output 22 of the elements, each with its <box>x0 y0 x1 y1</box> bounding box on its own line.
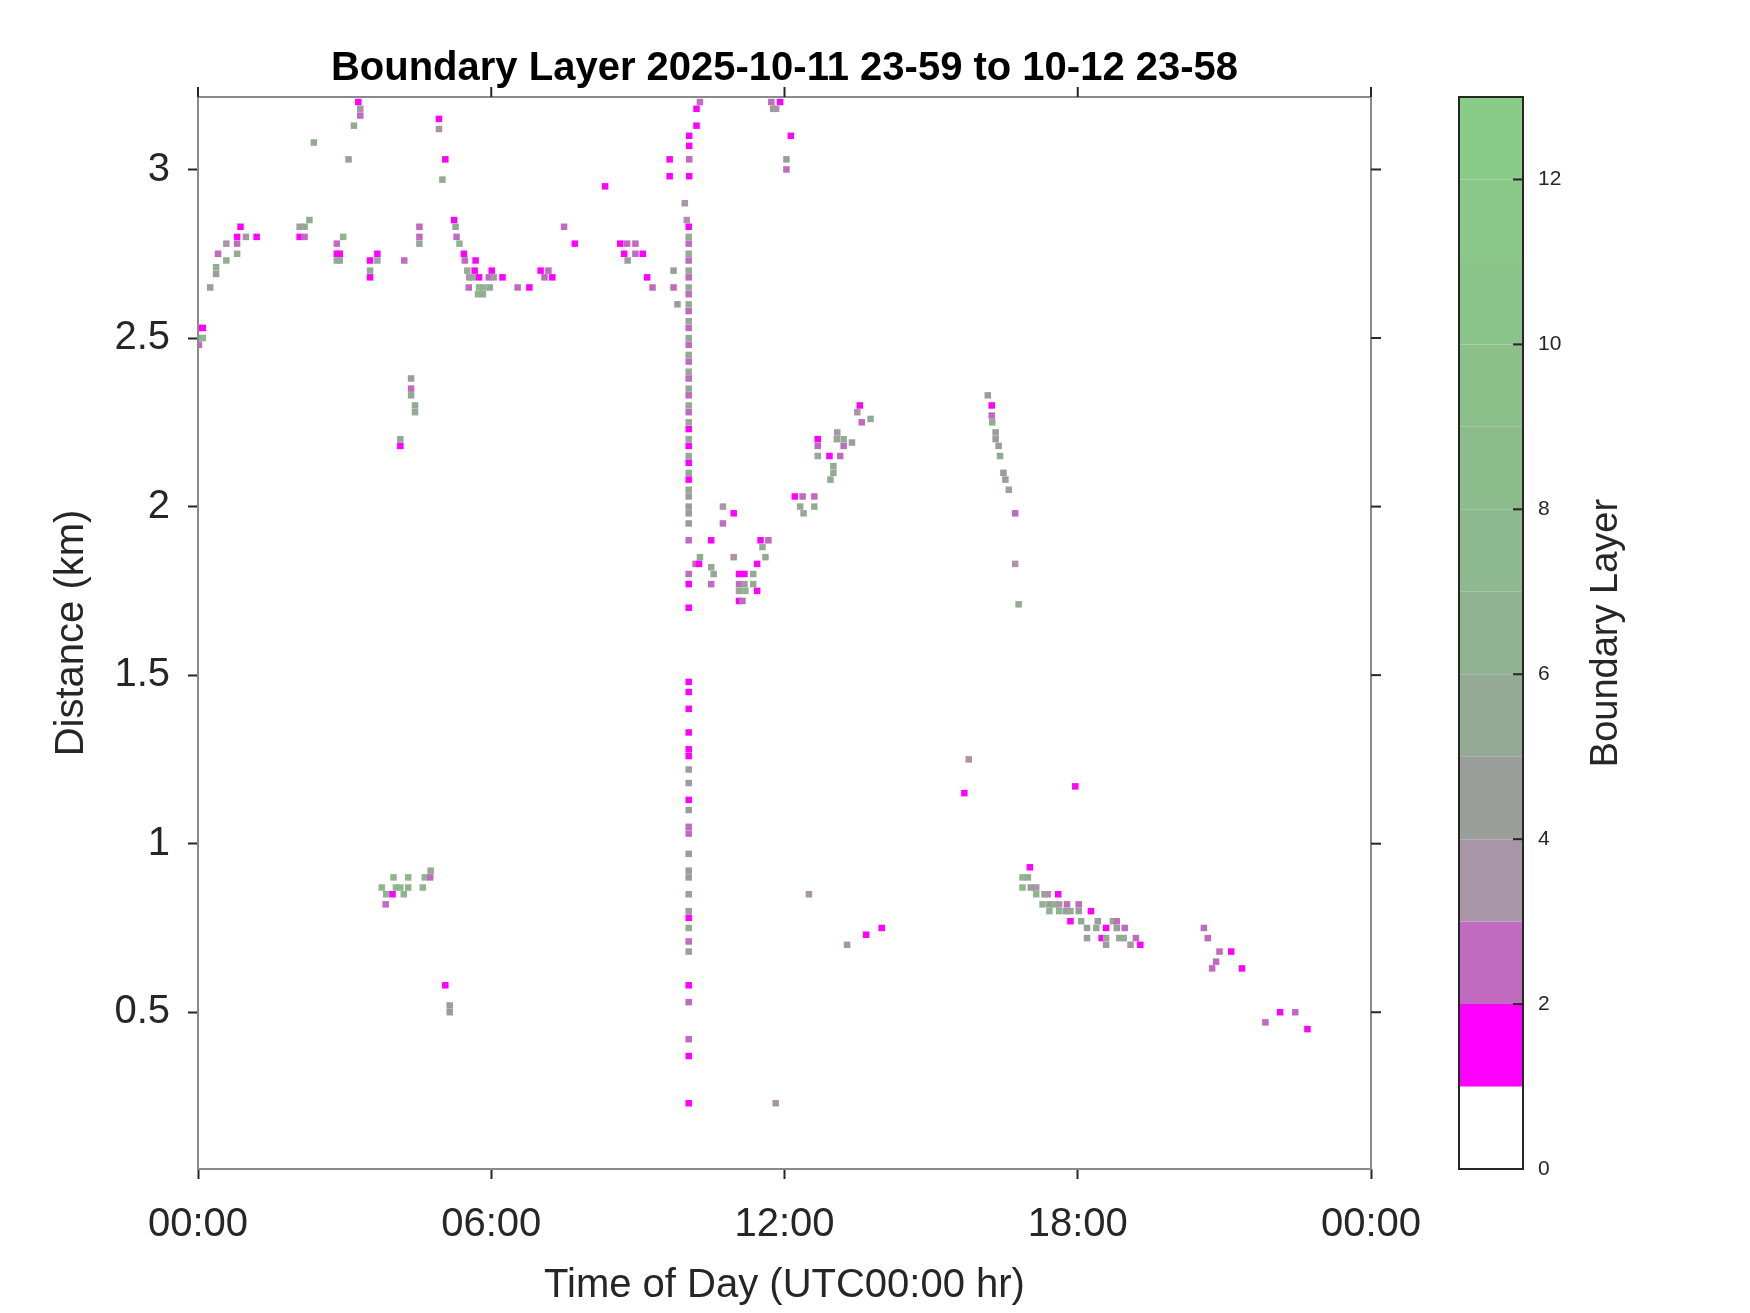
y-tick-label: 0.5 <box>114 987 170 1032</box>
x-tick-label: 00:00 <box>147 1200 249 1245</box>
x-axis-title: Time of Day (UTC00:00 hr) <box>544 1261 1025 1306</box>
color-bar-label: 6 <box>1538 661 1550 685</box>
y-tick-label: 1.5 <box>114 650 170 695</box>
chart-title: Boundary Layer 2025-10-11 23-59 to 10-12 23-58 <box>330 44 1239 89</box>
y-tick-label: 3 <box>147 144 170 189</box>
x-tick-label: 18:00 <box>1027 1200 1128 1245</box>
color-bar-title: Boundary Layer <box>1583 498 1626 768</box>
x-tick-label: 06:00 <box>441 1200 542 1245</box>
y-tick-label: 2.5 <box>114 313 170 358</box>
color-bar-label: 4 <box>1538 825 1550 849</box>
y-axis-title: Distance (km) <box>47 509 92 757</box>
x-tick-label: 12:00 <box>734 1200 835 1245</box>
color-bar-label: 2 <box>1538 990 1550 1014</box>
color-bar-label: 0 <box>1538 1155 1550 1179</box>
y-tick-label: 1 <box>147 818 170 863</box>
color-bar-label: 10 <box>1538 331 1562 355</box>
x-tick-label: 00:00 <box>1320 1200 1422 1245</box>
color-bar-label: 12 <box>1538 166 1562 190</box>
y-tick-label: 2 <box>147 481 170 526</box>
color-bar-label: 8 <box>1538 496 1550 520</box>
